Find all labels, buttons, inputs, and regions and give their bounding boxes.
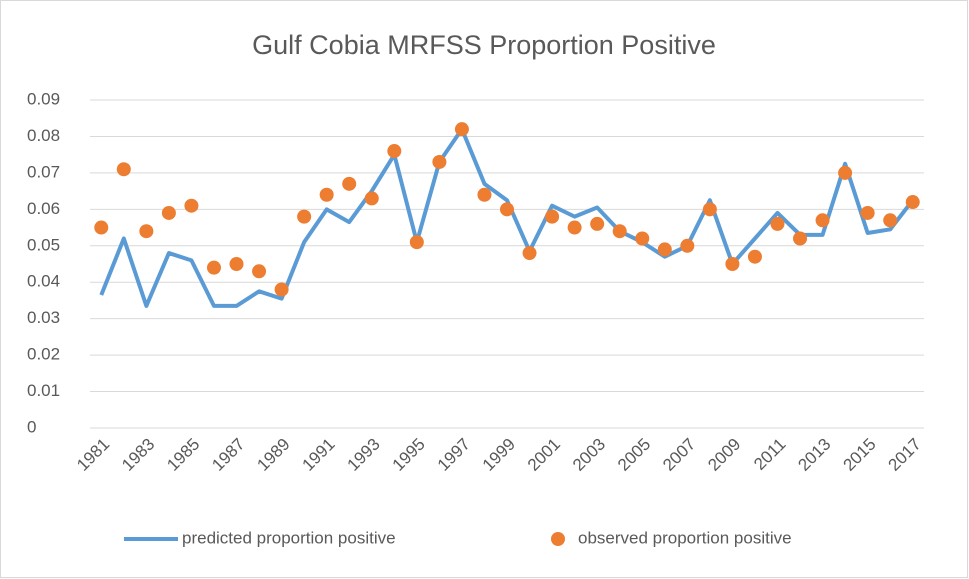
y-tick-label: 0.08 bbox=[27, 126, 60, 145]
chart-title: Gulf Cobia MRFSS Proportion Positive bbox=[252, 30, 716, 60]
point bbox=[206, 260, 221, 275]
point bbox=[342, 176, 357, 191]
point bbox=[94, 220, 109, 235]
point bbox=[815, 213, 830, 228]
point bbox=[139, 224, 154, 239]
y-tick-label: 0.04 bbox=[27, 272, 60, 291]
point bbox=[116, 162, 131, 177]
point bbox=[657, 242, 672, 257]
point bbox=[725, 257, 740, 271]
point bbox=[793, 231, 808, 246]
y-tick-label: 0.09 bbox=[27, 89, 60, 108]
point bbox=[680, 238, 695, 253]
point bbox=[838, 165, 853, 180]
point bbox=[860, 205, 875, 220]
point bbox=[612, 224, 627, 239]
point bbox=[454, 122, 469, 137]
point bbox=[747, 249, 762, 264]
line-series bbox=[99, 127, 915, 308]
point bbox=[252, 264, 267, 279]
y-tick-label: 0.07 bbox=[27, 162, 60, 181]
point bbox=[590, 216, 605, 231]
legend-swatch bbox=[551, 532, 565, 546]
legend-label: predicted proportion positive bbox=[182, 528, 396, 547]
point bbox=[500, 202, 514, 217]
point bbox=[770, 216, 785, 231]
y-tick-label: 0.02 bbox=[27, 345, 60, 364]
point bbox=[387, 144, 402, 159]
point bbox=[522, 246, 537, 261]
point bbox=[229, 257, 244, 271]
point bbox=[319, 187, 334, 202]
y-tick-label: 0.03 bbox=[27, 308, 60, 327]
point bbox=[477, 187, 492, 202]
point bbox=[274, 282, 289, 297]
point bbox=[297, 209, 312, 224]
point bbox=[702, 202, 717, 217]
point bbox=[409, 235, 424, 250]
legend-label: observed proportion positive bbox=[578, 528, 792, 547]
y-tick-label: 0.05 bbox=[27, 235, 60, 254]
point bbox=[364, 191, 379, 206]
point bbox=[883, 213, 898, 228]
point bbox=[635, 231, 650, 246]
point bbox=[545, 209, 560, 224]
point bbox=[567, 220, 582, 235]
point bbox=[161, 205, 176, 220]
point bbox=[184, 198, 199, 213]
point bbox=[905, 195, 920, 210]
point bbox=[432, 154, 447, 169]
y-tick-label: 0 bbox=[27, 417, 36, 436]
y-tick-label: 0.01 bbox=[27, 381, 60, 400]
y-tick-label: 0.06 bbox=[27, 199, 60, 218]
